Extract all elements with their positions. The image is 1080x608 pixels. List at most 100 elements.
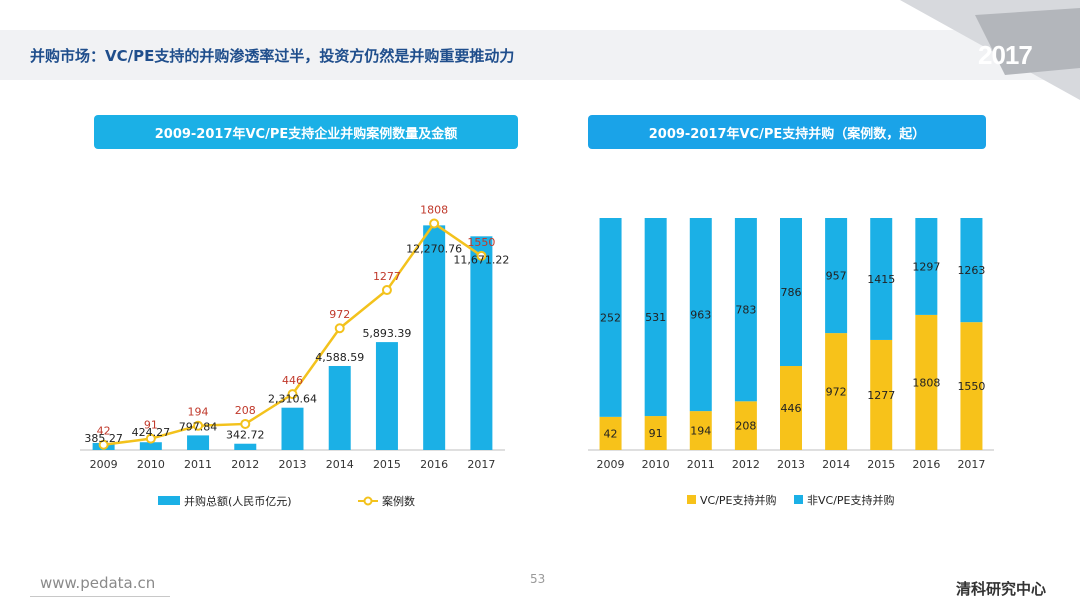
x-tick-label: 2009 <box>90 458 118 471</box>
legend-amount-label: 并购总额(人民币亿元) <box>184 494 292 508</box>
vcpe-bar <box>915 314 938 450</box>
non-vcpe-bar <box>780 218 802 367</box>
vcpe-value-label: 1277 <box>867 389 895 402</box>
page-number: 53 <box>530 572 546 586</box>
vcpe-value-label: 194 <box>690 425 711 438</box>
case-count-label: 972 <box>329 308 350 321</box>
non-vcpe-value-label: 1297 <box>912 260 940 273</box>
amount-bar <box>234 443 257 450</box>
case-count-label: 1808 <box>420 204 448 217</box>
legend-case-label: 案例数 <box>382 494 415 508</box>
vcpe-bar <box>825 333 848 450</box>
non-vcpe-bar <box>599 218 622 417</box>
amount-label: 424.27 <box>132 426 171 439</box>
amount-bar <box>187 435 210 450</box>
non-vcpe-bar <box>689 218 712 412</box>
year-badge: 2017 <box>978 40 1033 70</box>
right-chart-title: 2009-2017年VC/PE支持并购（案例数，起） <box>588 115 986 149</box>
legend-case-marker <box>363 496 373 506</box>
legend-non-vcpe-label: 非VC/PE支持并购 <box>807 493 895 507</box>
case-count-point <box>287 389 298 400</box>
non-vcpe-bar <box>734 218 757 402</box>
amount-bar <box>328 365 351 450</box>
footer-divider <box>30 596 170 597</box>
case-count-point <box>98 439 109 450</box>
amount-label: 11,671.22 <box>453 253 509 266</box>
amount-bar <box>281 407 304 450</box>
corner-dark-shape <box>975 8 1080 75</box>
case-count-point <box>381 285 392 296</box>
vcpe-value-label: 446 <box>781 402 802 415</box>
case-count-label: 194 <box>188 406 209 419</box>
non-vcpe-bar <box>960 218 983 323</box>
right-chart: 42 252 2009 91 531 2010 194 963 2011 208 783 2012 44… <box>588 218 994 507</box>
legend-non-vcpe-swatch <box>794 495 803 504</box>
case-count-label: 1277 <box>373 270 401 283</box>
x-tick-label: 2010 <box>137 458 165 471</box>
legend-vcpe-swatch <box>687 495 696 504</box>
non-vcpe-value-label: 783 <box>735 304 756 317</box>
vcpe-bar <box>689 411 712 450</box>
non-vcpe-bar <box>644 218 667 417</box>
non-vcpe-bar <box>870 218 893 340</box>
vcpe-value-label: 208 <box>735 420 756 433</box>
x-tick-label: 2013 <box>777 458 805 471</box>
non-vcpe-value-label: 1415 <box>867 273 895 286</box>
case-count-point <box>145 433 156 444</box>
x-tick-label: 2015 <box>867 458 895 471</box>
amount-label: 797.84 <box>179 420 218 433</box>
amount-label: 5,893.39 <box>362 327 411 340</box>
case-count-point <box>429 218 440 229</box>
x-tick-label: 2014 <box>822 458 850 471</box>
vcpe-bar <box>870 339 893 450</box>
footer-url[interactable]: www.pedata.cn <box>40 574 156 592</box>
case-count-label: 91 <box>144 419 158 432</box>
vcpe-bar <box>644 416 667 450</box>
amount-label: 385.27 <box>84 432 123 445</box>
x-tick-label: 2017 <box>957 458 985 471</box>
x-tick-label: 2012 <box>732 458 760 471</box>
left-chart-title: 2009-2017年VC/PE支持企业并购案例数量及金额 <box>94 115 518 149</box>
vcpe-bar <box>960 322 983 450</box>
amount-label: 4,588.59 <box>315 351 364 364</box>
header-bar <box>0 30 1080 80</box>
amount-label: 2,310.64 <box>268 393 317 406</box>
amount-bar <box>470 236 493 450</box>
corner-decoration <box>900 0 1080 100</box>
case-count-label: 1550 <box>467 236 495 249</box>
vcpe-value-label: 972 <box>826 386 847 399</box>
x-tick-label: 2011 <box>687 458 715 471</box>
legend-amount-swatch <box>158 496 180 505</box>
legend-vcpe-label: VC/PE支持并购 <box>700 493 777 507</box>
case-count-label: 42 <box>97 425 111 438</box>
x-tick-label: 2009 <box>597 458 625 471</box>
x-tick-label: 2012 <box>231 458 259 471</box>
non-vcpe-value-label: 963 <box>690 309 711 322</box>
case-count-point <box>240 418 251 429</box>
vcpe-bar <box>734 401 757 450</box>
amount-bar <box>139 442 162 450</box>
non-vcpe-value-label: 531 <box>645 311 666 324</box>
x-tick-label: 2011 <box>184 458 212 471</box>
case-count-label: 208 <box>235 404 256 417</box>
amount-bar <box>423 225 446 450</box>
vcpe-bar <box>599 416 622 450</box>
amount-label: 342.72 <box>226 429 265 442</box>
x-tick-label: 2017 <box>467 458 495 471</box>
vcpe-value-label: 1550 <box>957 380 985 393</box>
non-vcpe-value-label: 1263 <box>957 264 985 277</box>
x-tick-label: 2016 <box>420 458 448 471</box>
case-count-label: 446 <box>282 374 303 387</box>
x-tick-label: 2015 <box>373 458 401 471</box>
vcpe-bar <box>780 366 802 450</box>
case-count-point <box>334 323 345 334</box>
x-tick-label: 2010 <box>642 458 670 471</box>
amount-label: 12,270.76 <box>406 242 462 255</box>
case-count-point <box>476 250 487 261</box>
case-count-point <box>193 420 204 431</box>
brand-logo: 清科研究中心 <box>956 580 1047 598</box>
left-chart: 2009 2010 2011 2012 2013 2014 2015 2016 2017 42 91… <box>80 204 509 508</box>
non-vcpe-bar <box>915 218 938 315</box>
page-title: 并购市场：VC/PE支持的并购渗透率过半，投资方仍然是并购重要推动力 <box>30 47 515 65</box>
non-vcpe-value-label: 786 <box>781 286 802 299</box>
